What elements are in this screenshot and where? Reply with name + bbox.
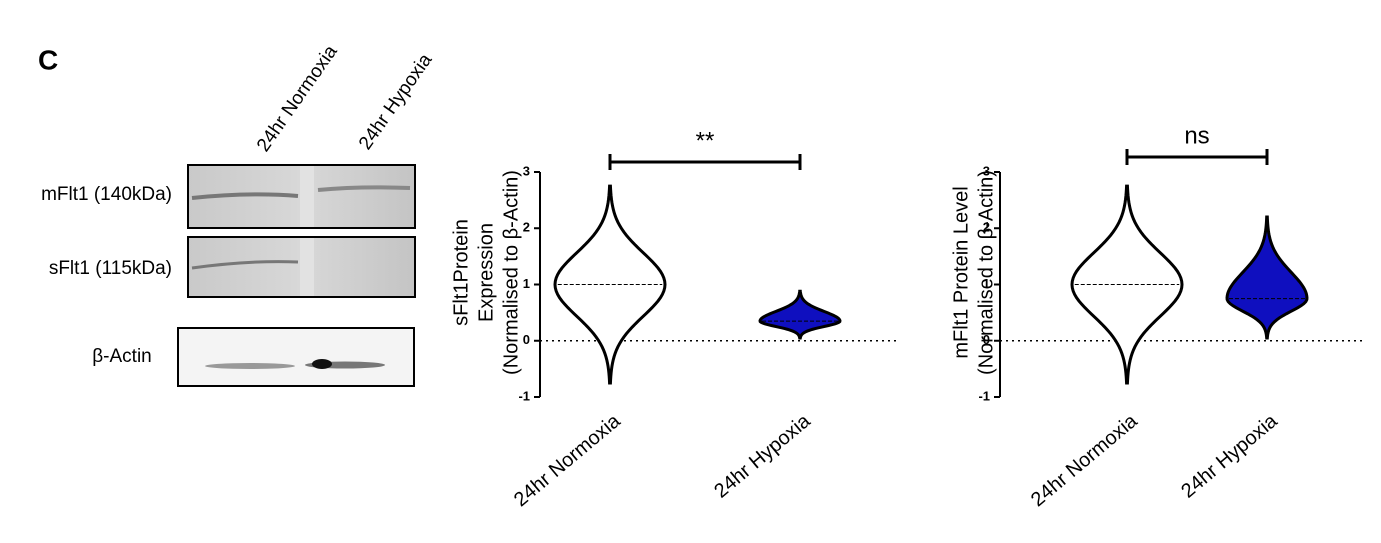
lane-label: 24hr Hypoxia [355,50,437,154]
band-label: mFlt1 (140kDa) [41,184,172,205]
significance-bracket [610,154,800,170]
y-tick-label: 2 [523,220,530,235]
y-tick-label: 1 [523,276,530,291]
x-tick-label: 24hr Normoxia [1027,409,1142,511]
band-label: sFlt1 (115kDa) [49,258,172,279]
significance-label: ns [1184,122,1209,149]
y-tick-label: -1 [518,388,530,403]
y-axis-title: mFlt1 Protein Level [950,186,972,358]
y-axis-title: sFlt1Protein [450,219,472,326]
violin [760,291,840,338]
significance-label: ** [696,127,715,154]
y-tick-label: -1 [978,388,990,403]
y-axis-title: (Normalised to β-Actin) [500,170,522,375]
y-tick-label: 0 [523,332,530,347]
band-label: β-Actin [92,346,152,367]
violin [1227,217,1307,338]
x-tick-label: 24hr Hypoxia [1177,409,1282,502]
y-tick-label: 3 [523,163,530,178]
x-tick-label: 24hr Hypoxia [710,409,815,502]
significance-bracket [1127,149,1267,165]
lane-label: 24hr Normoxia [253,41,342,155]
panel-label: C [38,44,58,75]
y-axis-title: (Normalised to β-Actin) [975,170,997,375]
figure: C 24hr Normoxia 24hr Hypoxia mFlt1 (140k… [0,0,1381,543]
blot [178,165,415,386]
x-tick-label: 24hr Normoxia [510,409,625,511]
y-axis-title: Expression [475,223,497,322]
